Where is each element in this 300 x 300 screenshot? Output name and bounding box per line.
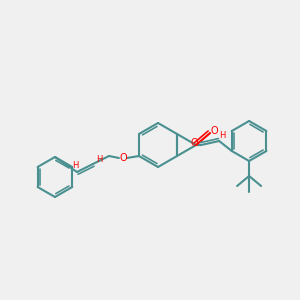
Text: O: O <box>119 153 127 163</box>
Text: H: H <box>72 161 78 170</box>
Text: H: H <box>219 130 225 140</box>
Text: O: O <box>210 126 218 136</box>
Text: H: H <box>96 155 102 164</box>
Text: O: O <box>190 138 198 148</box>
